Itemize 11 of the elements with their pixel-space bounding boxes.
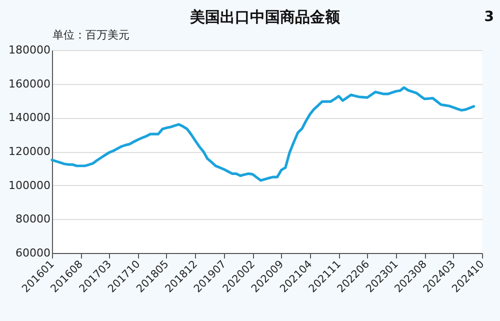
y-axis-title: 单位：百万美元 <box>52 28 130 42</box>
y-tick-label: 60000 <box>16 246 50 260</box>
line-series <box>50 86 476 182</box>
y-tick-label: 140000 <box>8 111 50 124</box>
y-tick-label: 120000 <box>8 145 50 158</box>
y-tick-label: 160000 <box>8 77 50 90</box>
chart-title: 美国出口中国商品金额 <box>189 8 341 26</box>
y-tick-label: 80000 <box>16 212 50 226</box>
y-tick-label: 180000 <box>8 44 50 56</box>
text: 3 <box>484 9 494 25</box>
y-tick-label: 100000 <box>8 178 50 192</box>
